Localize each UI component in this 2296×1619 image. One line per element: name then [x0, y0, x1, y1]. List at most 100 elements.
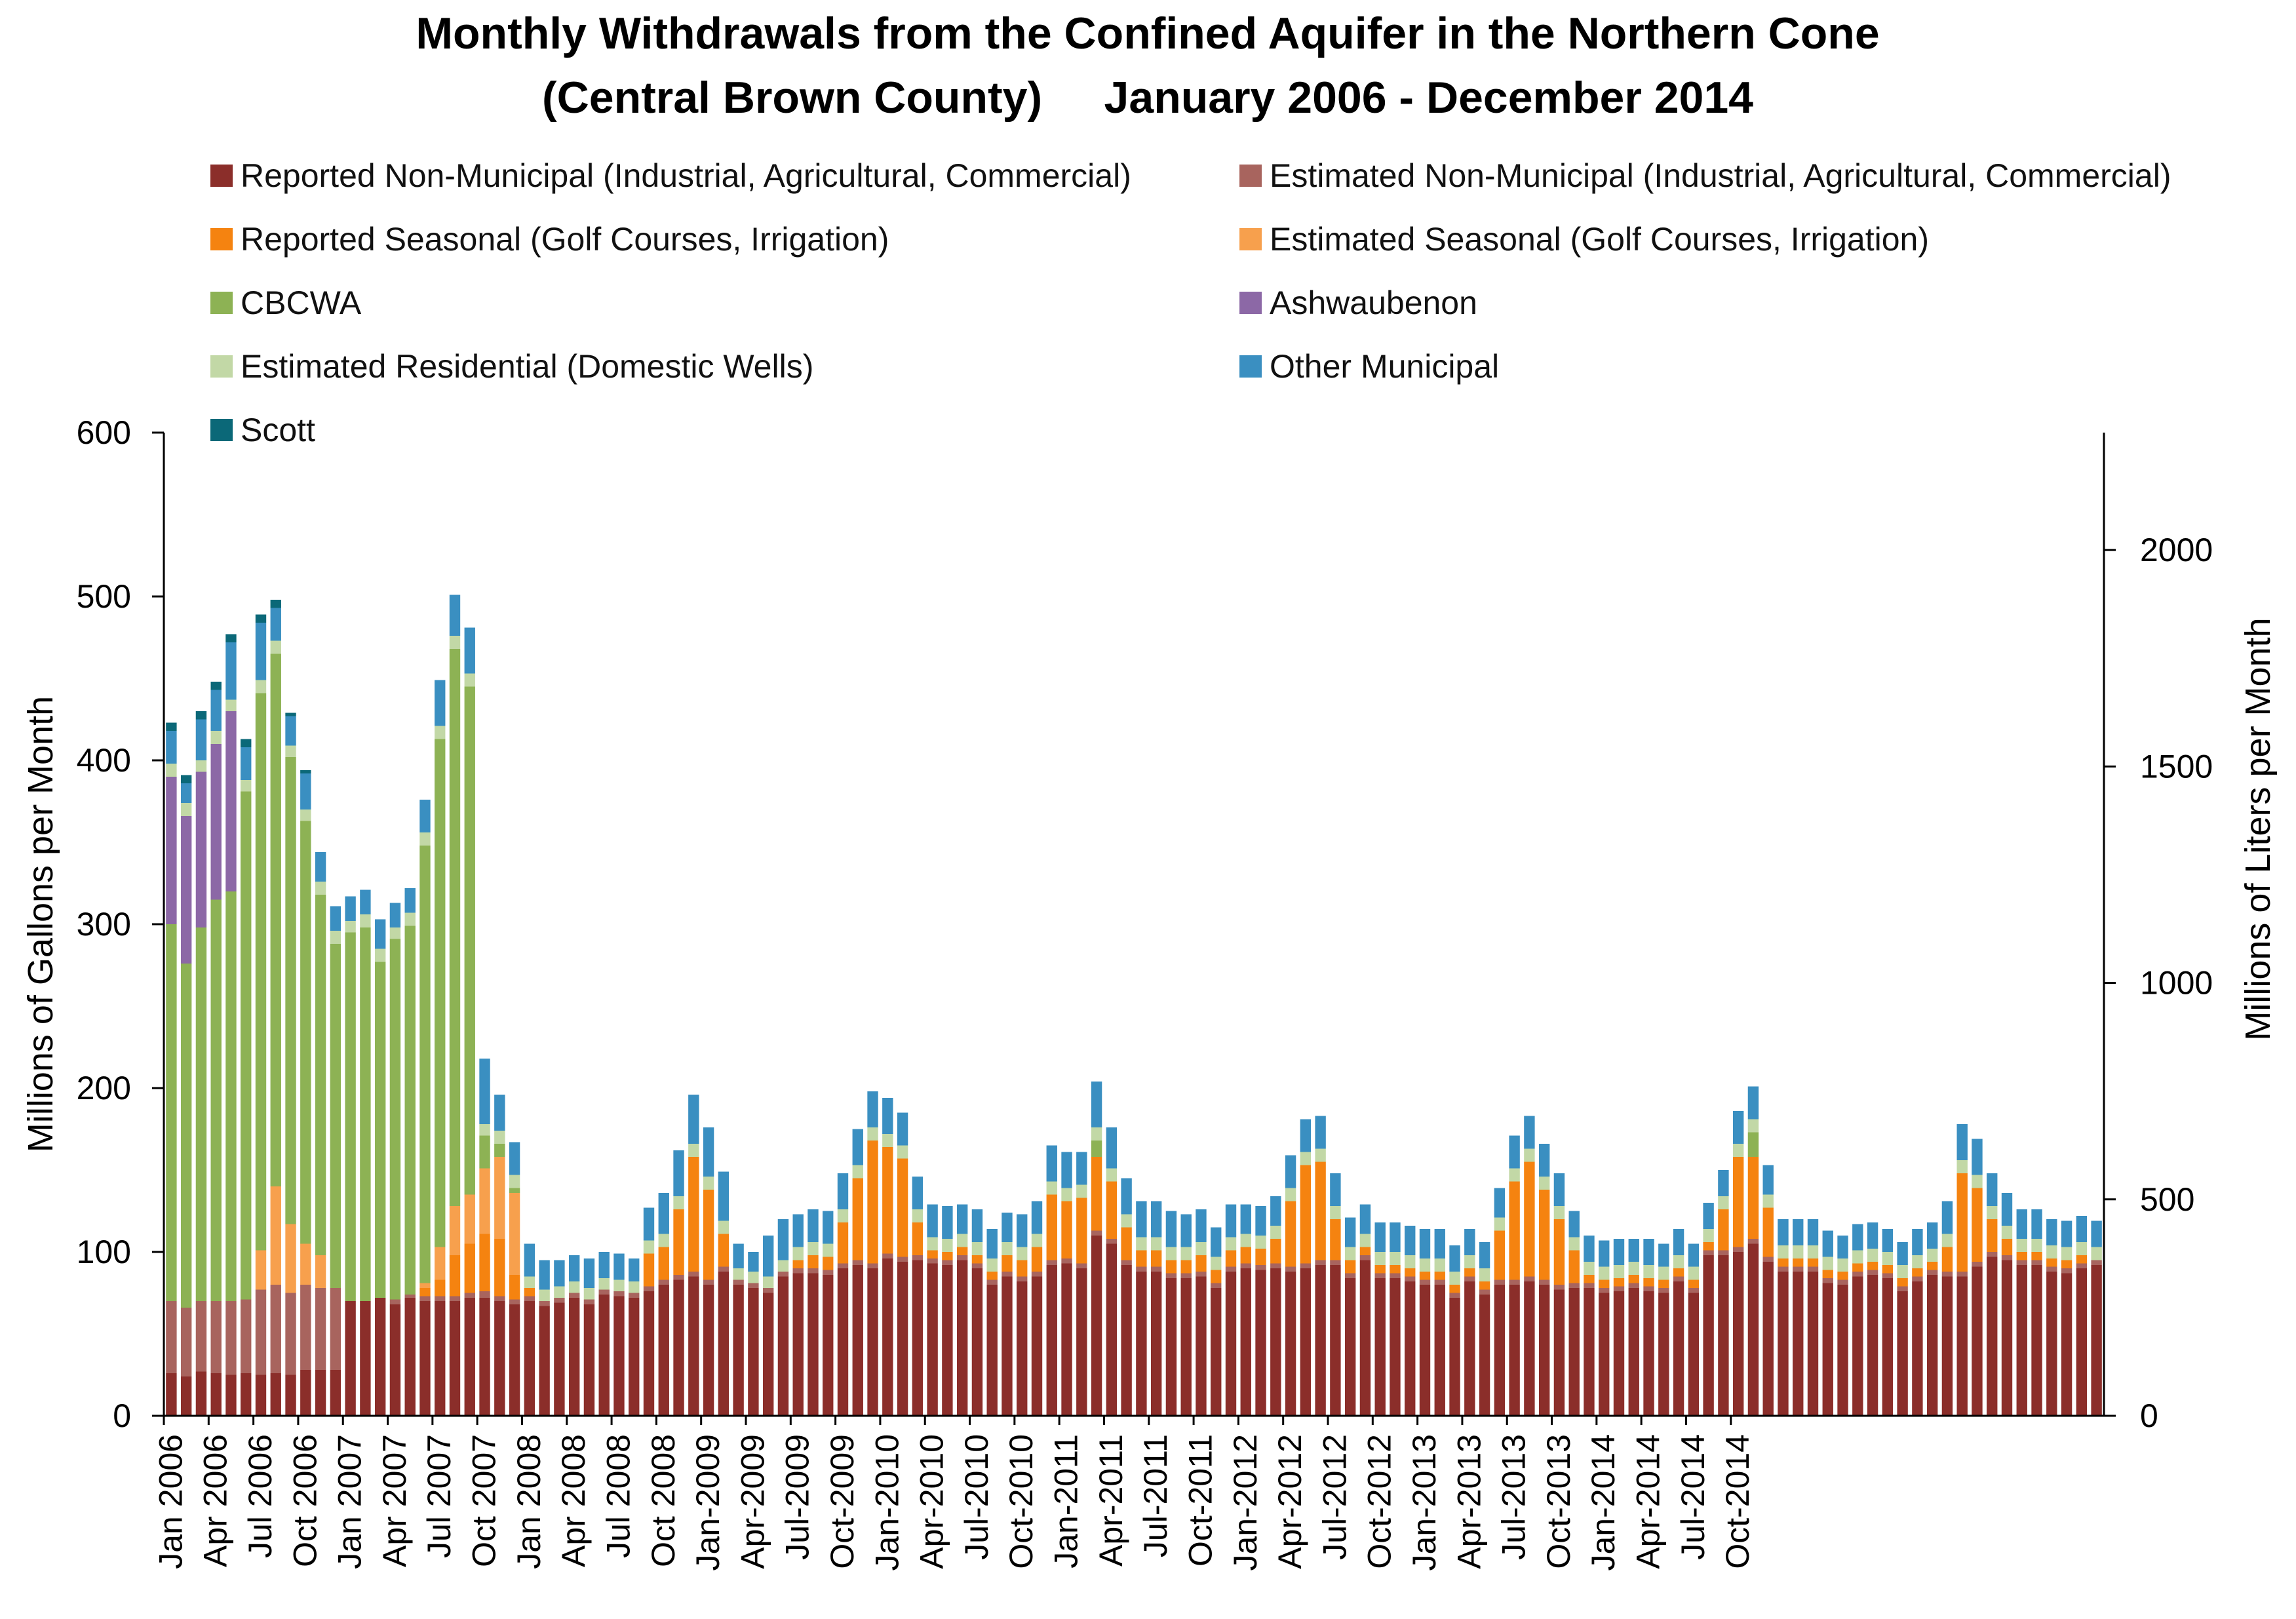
bar-segment	[1852, 1250, 1863, 1264]
bar-segment	[464, 1194, 475, 1244]
bar-segment	[241, 780, 252, 792]
bar-segment	[629, 1281, 640, 1293]
bar-segment	[1374, 1265, 1386, 1274]
y2-axis-ticks: 0 500 1000 1500 2000	[2104, 532, 2213, 1434]
y2-tick-label: 2000	[2140, 532, 2213, 568]
bar-segment	[1703, 1229, 1714, 1242]
bar-segment	[1524, 1161, 1535, 1277]
bar-segment	[449, 1301, 461, 1416]
bar-segment	[1121, 1265, 1132, 1416]
bar-segment	[1106, 1181, 1118, 1239]
bar-segment	[971, 1242, 983, 1255]
bar-segment	[300, 1285, 311, 1370]
bar-segment	[792, 1260, 804, 1268]
bar-segment	[315, 852, 326, 882]
bar-segment	[1703, 1255, 1714, 1416]
bar-segment	[300, 773, 311, 810]
bar-segment	[255, 1250, 267, 1290]
bar-segment	[539, 1289, 550, 1301]
bar-segment	[1464, 1255, 1475, 1268]
bar-segment	[1912, 1255, 1923, 1268]
chart-title: Monthly Withdrawals from the Confined Aq…	[416, 9, 1879, 58]
bar-segment	[1807, 1219, 1819, 1245]
bar-segment	[658, 1193, 669, 1234]
bar-segment	[435, 1296, 446, 1301]
bar-segment	[1419, 1279, 1431, 1285]
bar-segment	[718, 1266, 730, 1272]
bar-segment	[1419, 1272, 1431, 1280]
bar-segment	[554, 1286, 565, 1298]
bar-segment	[1359, 1234, 1371, 1247]
bar-segment	[2016, 1260, 2027, 1265]
bar-segment	[1509, 1135, 1520, 1169]
bar-segment	[643, 1291, 655, 1416]
bar-segment	[554, 1298, 565, 1303]
bar-segment	[867, 1091, 878, 1127]
x-tick-label: Oct-2013	[1540, 1434, 1577, 1569]
bar-segment	[823, 1211, 834, 1244]
bar-segment	[1778, 1258, 1789, 1267]
bar-segment	[1926, 1275, 1938, 1416]
bar-segment	[1987, 1173, 1998, 1206]
bar-segment	[1897, 1242, 1908, 1265]
bar-segment	[2001, 1193, 2013, 1226]
y-tick-label: 400	[77, 742, 131, 779]
x-tick-label: Apr-2009	[734, 1434, 771, 1569]
bar-segment	[524, 1296, 535, 1301]
bar-segment	[419, 846, 431, 1283]
bar-segment	[1031, 1272, 1043, 1277]
bar-segment	[1374, 1273, 1386, 1278]
bar-segment	[897, 1158, 908, 1257]
x-tick-label: Jan-2010	[868, 1434, 905, 1571]
bar-segment	[494, 1301, 505, 1416]
bar-segment	[300, 770, 311, 773]
bar-segment	[300, 810, 311, 821]
bar-segment	[1837, 1272, 1848, 1280]
bar-segment	[1419, 1229, 1431, 1258]
bar-segment	[1419, 1258, 1431, 1272]
x-tick-label: Apr-2013	[1450, 1434, 1487, 1569]
bar-segment	[255, 1289, 267, 1375]
bar-segment	[1002, 1272, 1013, 1277]
bar-segment	[1628, 1239, 1639, 1262]
bar-segment	[1956, 1160, 1968, 1173]
bar-segment	[1434, 1229, 1445, 1258]
legend-swatch	[1239, 228, 1262, 250]
bar-segment	[1002, 1242, 1013, 1255]
bar-segment	[1165, 1273, 1177, 1278]
bar-segment	[777, 1219, 789, 1260]
bar-segment	[852, 1165, 863, 1179]
bar-segment	[897, 1112, 908, 1146]
bar-segment	[986, 1258, 998, 1272]
bar-segment	[554, 1260, 565, 1287]
bar-segment	[718, 1272, 730, 1416]
bar-segment	[1076, 1198, 1087, 1264]
bar-segment	[315, 895, 326, 1255]
bar-segment	[897, 1257, 908, 1262]
bar-segment	[210, 744, 222, 900]
bar-segment	[419, 800, 431, 832]
x-tick-label: Oct-2011	[1182, 1434, 1219, 1567]
bar-segment	[1359, 1247, 1371, 1255]
bar-segment	[2076, 1242, 2088, 1255]
bar-segment	[897, 1262, 908, 1416]
bar-segment	[166, 1373, 177, 1416]
bar-segment	[374, 919, 386, 949]
bar-segment	[360, 889, 371, 914]
bar-segment	[285, 757, 296, 1224]
bar-segment	[1091, 1236, 1102, 1416]
bar-segment	[1165, 1260, 1177, 1274]
bar-segment	[1344, 1247, 1356, 1260]
y-tick-label: 100	[77, 1234, 131, 1270]
bar-segment	[1211, 1227, 1222, 1257]
bar-segment	[1732, 1252, 1744, 1416]
bar-segment	[1464, 1276, 1475, 1281]
bar-segment	[404, 1295, 416, 1298]
bar-segment	[2091, 1265, 2102, 1416]
bar-segment	[986, 1229, 998, 1258]
bar-segment	[195, 1301, 207, 1372]
bar-segment	[807, 1242, 819, 1255]
bar-segment	[1374, 1278, 1386, 1416]
bar-segment	[1180, 1273, 1192, 1278]
bar-segment	[762, 1276, 774, 1288]
